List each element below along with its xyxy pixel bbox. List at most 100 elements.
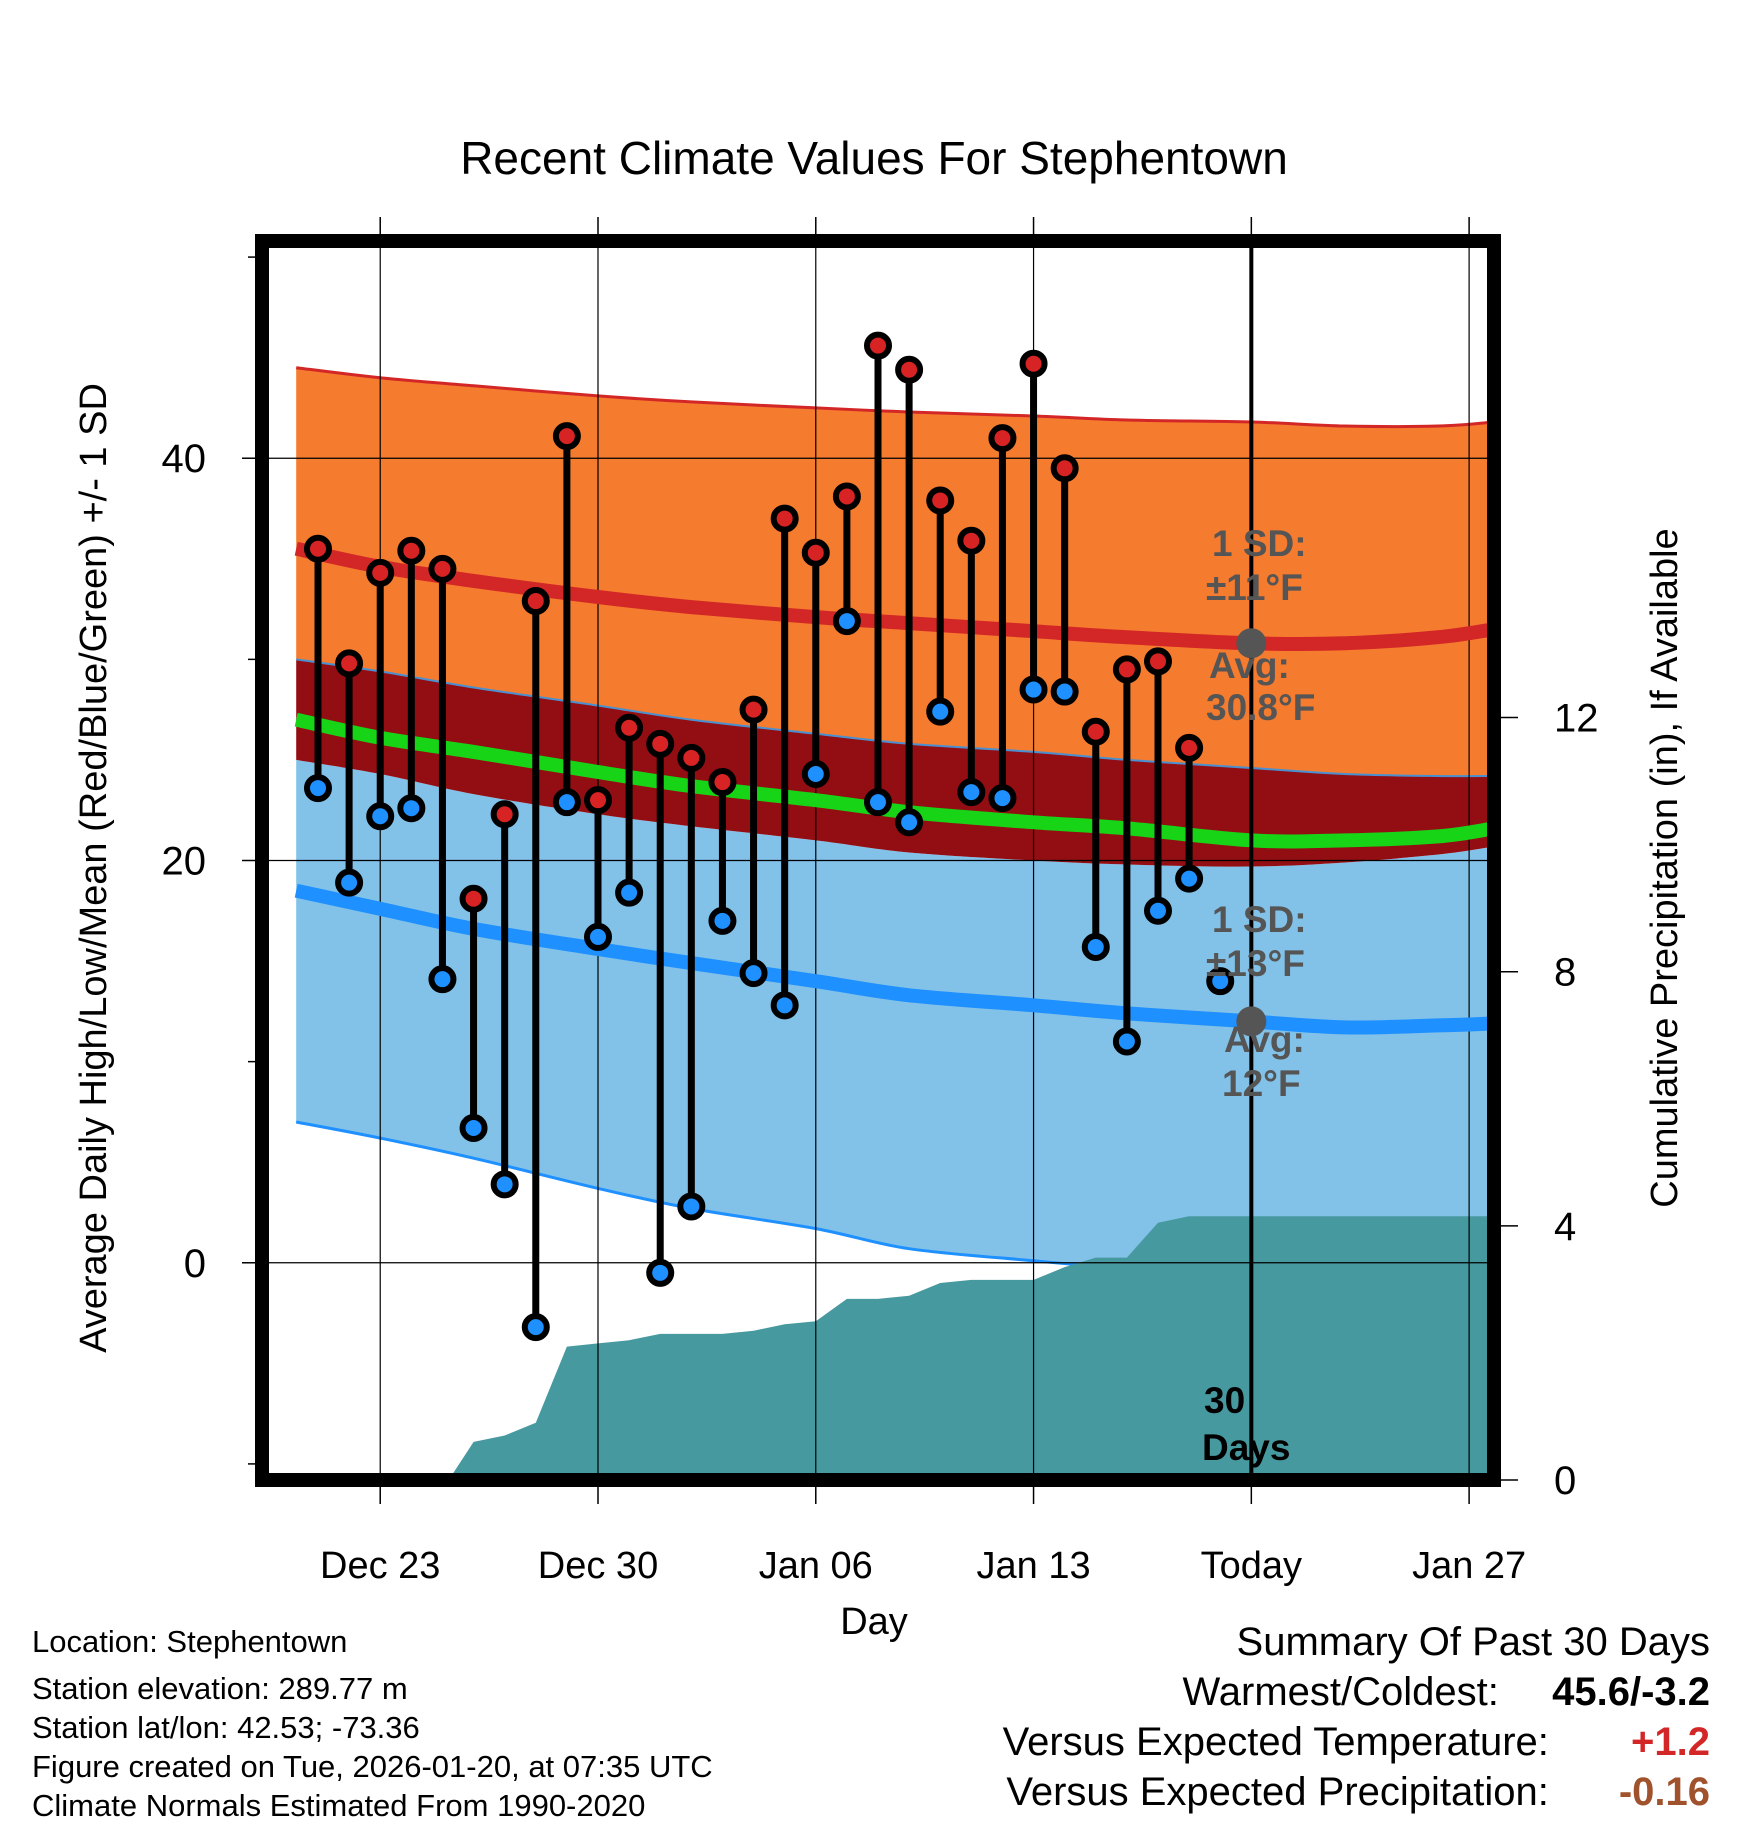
obs-high-point [552,422,581,451]
obs-high-point [459,884,488,913]
obs-low-point [1144,896,1172,925]
observations [304,331,1235,1342]
low-sd-title: 1 SD: [1212,899,1307,940]
summary-temp-value: +1.2 [1631,1720,1710,1764]
summary-precip-value: -0.16 [1618,1770,1710,1814]
obs-low-point [304,774,332,803]
obs-high-point [864,331,892,360]
window-label-line2: Days [1202,1427,1290,1468]
obs-low-point [988,784,1017,813]
obs-high-point [335,649,364,678]
obs-high-point [584,786,612,815]
x-tick-label: Jan 06 [759,1545,873,1587]
obs-low-point [615,878,644,907]
x-tick-label: Jan 13 [977,1545,1091,1587]
low-avg-title: Avg: [1224,1019,1305,1060]
obs-high-point [1175,733,1204,762]
y2-tick-label: 8 [1554,951,1576,995]
obs-low-point [708,906,737,935]
obs-low-point [646,1258,675,1287]
x-tick-label: Jan 27 [1412,1545,1526,1587]
obs-low-point [490,1170,519,1199]
window-label: 30 [1204,1380,1245,1421]
high-sd-band [296,367,1489,777]
obs-low-point [1175,864,1204,893]
obs-high-point [926,486,955,515]
summary-warmest: Warmest/Coldest: 45.6/-3.2 [1183,1670,1711,1715]
obs-high-point [304,534,332,563]
high-avg-value: 30.8°F [1206,687,1315,728]
obs-high-point [895,355,924,384]
high-avg-title: Avg: [1209,645,1290,686]
obs-low-point [801,760,830,789]
obs-high-point [521,587,550,616]
obs-high-point [428,554,457,583]
low-sd-value: ±13°F [1206,943,1305,984]
obs-high-point [615,713,644,742]
precip-area [451,1216,1489,1475]
obs-low-point [521,1313,550,1342]
obs-low-point [770,991,799,1020]
obs-low-point [428,965,457,994]
meta-created: Figure created on Tue, 2026-01-20, at 07… [32,1749,713,1784]
y2-tick-label: 4 [1554,1205,1576,1249]
obs-high-point [397,536,426,565]
axes: Dec 23 Dec 30 Jan 06 Jan 13 Today Jan 2702040… [162,217,1599,1587]
summary-precip-label: Versus Expected Precipitation: [1006,1770,1549,1814]
obs-low-point [584,922,612,951]
obs-low-point [677,1192,706,1221]
obs-high-point [739,695,768,724]
x-axis-label: Day [840,1601,908,1643]
summary-warmest-label: Warmest/Coldest: [1182,1670,1499,1714]
obs-high-point [801,538,830,567]
obs-high-point [1144,647,1172,676]
y-tick-label: 0 [184,1242,206,1286]
obs-high-point [1081,717,1110,746]
y-axis-label: Average Daily High/Low/Mean (Red/Blue/Gr… [73,383,115,1353]
high-sd-title: 1 SD: [1212,523,1307,564]
obs-low-point [1206,967,1235,996]
y-tick-label: 40 [162,437,207,481]
plot-frame [255,234,1501,1487]
y2-axis-label: Cumulative Precipitation (in), If Availa… [1644,528,1686,1207]
today-avg-high-marker [1236,628,1267,659]
obs-high-point [1019,349,1048,378]
obs-high-point [708,768,737,797]
obs-low-point [1081,932,1110,961]
obs-high-point [988,424,1017,453]
obs-low-point [397,794,426,823]
grid-lines [267,246,1489,1475]
obs-high-point [646,729,675,758]
obs-high-point [677,743,706,772]
x-tick-label: Today [1201,1545,1302,1587]
obs-low-point [739,959,768,988]
summary-title: Summary Of Past 30 Days [1236,1620,1710,1664]
obs-low-point [832,607,861,636]
obs-high-point [1050,454,1079,483]
obs-high-point [490,800,519,829]
obs-low-point [957,778,986,807]
obs-high-point [957,526,986,555]
summary-precip: Versus Expected Precipitation: -0.16 [1006,1770,1710,1815]
high-sd-value: ±11°F [1206,567,1303,608]
y2-tick-label: 12 [1554,697,1599,741]
obs-low-point [1019,675,1048,704]
obs-low-point [459,1114,488,1143]
summary-temp: Versus Expected Temperature: +1.2 [1003,1720,1710,1765]
low-avg-value: 12°F [1222,1063,1301,1104]
summary-temp-label: Versus Expected Temperature: [1002,1720,1549,1764]
obs-high-point [832,482,861,511]
obs-high-point [1112,655,1141,684]
chart-title: Recent Climate Values For Stephentown [460,132,1288,184]
y-tick-label: 20 [162,840,207,884]
y2-tick-label: 0 [1554,1459,1576,1503]
meta-normals: Climate Normals Estimated From 1990-2020 [32,1788,646,1823]
summary-warmest-value: 45.6/-3.2 [1552,1670,1710,1714]
obs-low-point [895,808,924,837]
obs-low-point [926,697,955,726]
meta-latlon: Station lat/lon: 42.53; -73.36 [32,1710,420,1745]
obs-low-point [552,788,581,817]
obs-low-point [1112,1027,1141,1056]
obs-high-point [770,504,799,533]
